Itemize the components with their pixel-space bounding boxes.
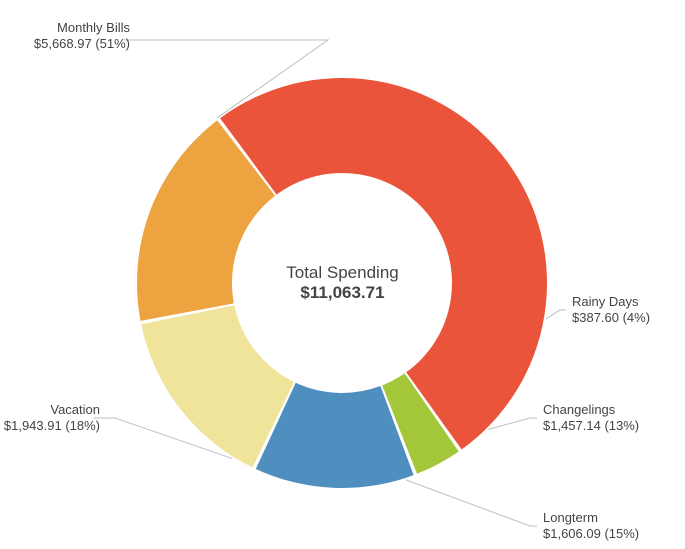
leader-line (488, 418, 537, 429)
slice-label-name: Monthly Bills (34, 20, 130, 36)
leader-line (546, 310, 566, 319)
slice-label-value: $5,668.97 (51%) (34, 36, 130, 52)
donut-chart: Total Spending $11,063.71 Monthly Bills$… (0, 0, 685, 549)
slice-label: Changelings$1,457.14 (13%) (543, 402, 639, 435)
slice-label-value: $1,606.09 (15%) (543, 526, 639, 542)
slice-label-name: Rainy Days (572, 294, 650, 310)
leader-line (406, 480, 537, 526)
slice-label-value: $387.60 (4%) (572, 310, 650, 326)
slice-label-name: Changelings (543, 402, 639, 418)
slice-label-name: Vacation (4, 402, 100, 418)
center-title-line1: Total Spending (0, 263, 685, 283)
slice-label-value: $1,943.91 (18%) (4, 418, 100, 434)
slice-label: Monthly Bills$5,668.97 (51%) (34, 20, 130, 53)
slice-label: Longterm$1,606.09 (15%) (543, 510, 639, 543)
slice-label: Rainy Days$387.60 (4%) (572, 294, 650, 327)
slice-label: Vacation$1,943.91 (18%) (4, 402, 100, 435)
slice-label-value: $1,457.14 (13%) (543, 418, 639, 434)
slice-label-name: Longterm (543, 510, 639, 526)
